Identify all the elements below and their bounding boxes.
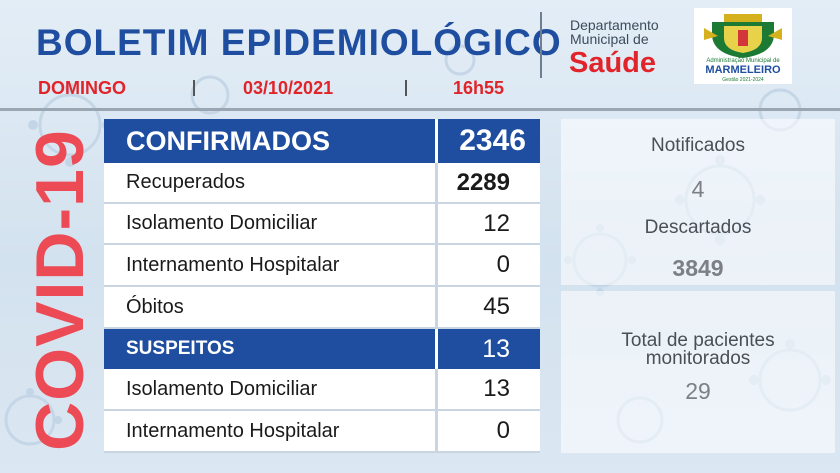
suspected-label: SUSPEITOS	[104, 329, 435, 369]
table-row-suspected-home-isolation: Isolamento Domiciliar 13	[104, 369, 540, 411]
header-divider	[540, 12, 542, 78]
monitored-label-1: Total de pacientes	[621, 330, 775, 351]
header-rule	[0, 108, 840, 111]
confirmed-value: 2346	[435, 119, 540, 163]
table-row-confirmed: CONFIRMADOS 2346	[104, 119, 540, 163]
table-row-home-isolation: Isolamento Domiciliar 12	[104, 204, 540, 245]
monitored-value: 29	[685, 378, 711, 404]
table-row-suspected: SUSPEITOS 13	[104, 329, 540, 369]
home-isolation-label: Isolamento Domiciliar	[104, 204, 435, 245]
notified-discarded-panel	[561, 119, 835, 285]
logo-name: MARMELEIRO	[705, 64, 781, 76]
recovered-value: 2289	[435, 163, 540, 204]
hospitalized-value: 0	[435, 245, 540, 287]
home-isolation-value: 12	[435, 204, 540, 245]
discarded-value: 3849	[672, 255, 724, 281]
separator	[193, 80, 195, 96]
department-line-2: Municipal de	[570, 31, 649, 47]
suspected-hospitalized-label: Internamento Hospitalar	[104, 411, 435, 453]
logo-caption: Administração Municipal de	[706, 58, 780, 64]
table-row-hospitalized: Internamento Hospitalar 0	[104, 245, 540, 287]
monitored-label-2: monitorados	[645, 348, 751, 369]
monitored-panel	[561, 291, 835, 453]
department-name: Saúde	[569, 47, 657, 79]
date-label: 03/10/2021	[243, 78, 334, 98]
table-row-deaths: Óbitos 45	[104, 287, 540, 329]
confirmed-label: CONFIRMADOS	[104, 119, 435, 163]
notified-label: Notificados	[651, 135, 745, 156]
suspected-home-isolation-value: 13	[435, 369, 540, 411]
recovered-label: Recuperados	[104, 163, 435, 204]
page-title: BOLETIM EPIDEMIOLÓGICO	[36, 22, 562, 63]
discarded-label: Descartados	[644, 217, 752, 238]
department-line-1: Departamento	[570, 17, 659, 33]
suspected-home-isolation-label: Isolamento Domiciliar	[104, 369, 435, 411]
municipality-logo: Administração Municipal de MARMELEIRO Ge…	[694, 8, 792, 84]
logo-term: Gestão 2021-2024	[722, 77, 764, 83]
hospitalized-label: Internamento Hospitalar	[104, 245, 435, 287]
deaths-label: Óbitos	[104, 287, 435, 329]
coat-of-arms-icon	[704, 14, 782, 58]
suspected-hospitalized-value: 0	[435, 411, 540, 453]
weekday-label: DOMINGO	[38, 78, 126, 98]
separator	[405, 80, 407, 96]
table-row-suspected-hospitalized: Internamento Hospitalar 0	[104, 411, 540, 453]
suspected-value: 13	[435, 329, 540, 369]
covid-banner-text: COVID-19	[22, 129, 98, 451]
time-label: 16h55	[453, 78, 505, 98]
deaths-value: 45	[435, 287, 540, 329]
table-row-recovered: Recuperados 2289	[104, 163, 540, 204]
notified-value: 4	[691, 176, 705, 202]
